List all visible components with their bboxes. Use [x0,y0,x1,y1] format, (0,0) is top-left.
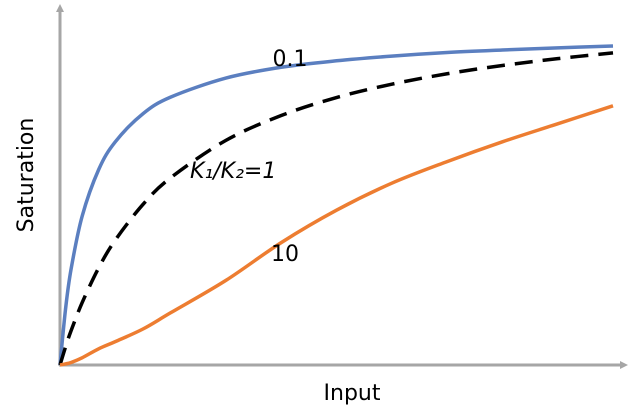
series-line [59,104,614,367]
y-axis-label: Saturation [14,118,39,233]
series-label: 10 [271,242,299,267]
series-label: 0.1 [273,47,308,72]
series-label: K₁/K₂=1 [190,159,276,184]
series-line [58,51,614,366]
x-axis-label: Input [324,381,381,406]
series-line [58,44,614,366]
